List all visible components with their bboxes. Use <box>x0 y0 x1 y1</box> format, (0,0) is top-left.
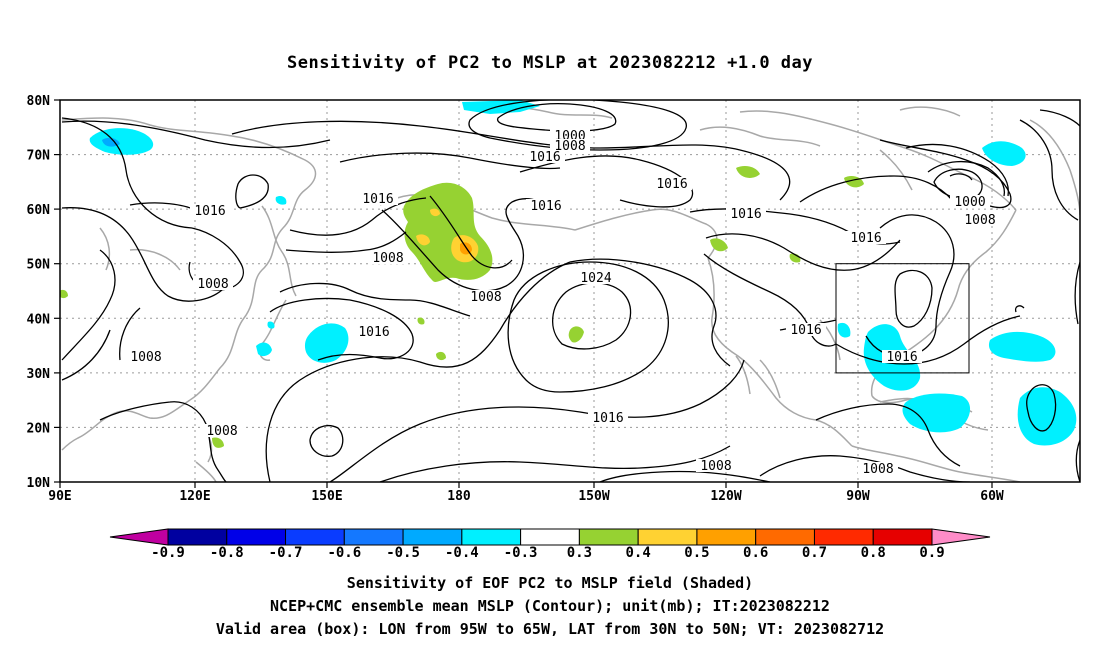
contour-label: 1016 <box>362 192 393 207</box>
colorbar-box <box>755 528 815 546</box>
contour-label: 1008 <box>964 213 995 228</box>
colorbar-box <box>343 528 404 546</box>
colorbar-box <box>402 528 463 546</box>
colorbar: -0.9 -0.8 -0.7 -0.6 -0.5 -0.4 -0.3 0.3 0.4 0.5 0.6… <box>109 528 991 561</box>
shade-pacific-negative <box>304 323 349 363</box>
lon-label: 120E <box>179 489 210 504</box>
contour-label: 1016 <box>530 199 561 214</box>
shade-siberia-negative <box>89 128 154 155</box>
lat-label: 50N <box>27 258 51 273</box>
lat-labels: 80N 70N 60N 50N 40N 30N 20N 10N <box>27 94 51 491</box>
colorbar-label: -0.3 <box>504 545 538 561</box>
shade-hudson-negative <box>982 141 1026 166</box>
contour-label: 1016 <box>358 325 389 340</box>
colorbar-box <box>578 528 639 546</box>
footer-line-3: Valid area (box): LON from 95W to 65W, L… <box>216 620 884 638</box>
lat-label: 70N <box>27 149 51 164</box>
lon-label: 150W <box>578 489 609 504</box>
colorbar-box <box>696 528 757 546</box>
colorbar-labels: -0.9 -0.8 -0.7 -0.6 -0.5 -0.4 -0.3 0.3 0.4 0.5 0.6… <box>151 545 945 561</box>
colorbar-low-extension <box>109 528 169 546</box>
contour-label: 1016 <box>194 204 225 219</box>
colorbar-label: 0.6 <box>743 545 768 561</box>
colorbar-label: -0.4 <box>445 545 479 561</box>
lon-label: 90W <box>846 489 870 504</box>
contour-label: 1016 <box>886 350 917 365</box>
contour-label: 1016 <box>790 323 821 338</box>
footer-line-2: NCEP+CMC ensemble mean MSLP (Contour); u… <box>270 597 830 615</box>
colorbar-boxes <box>167 528 933 546</box>
contour-label: 1016 <box>850 231 881 246</box>
colorbar-box <box>461 528 522 546</box>
lon-label: 120W <box>710 489 741 504</box>
colorbar-box <box>167 528 228 546</box>
mslp-contours <box>61 100 1080 482</box>
valid-area-box <box>835 263 970 374</box>
colorbar-label: 0.7 <box>802 545 827 561</box>
lon-axis <box>59 482 993 488</box>
colorbar-label: 0.5 <box>684 545 709 561</box>
contour-label: 1008 <box>197 277 228 292</box>
colorbar-label: 0.8 <box>861 545 886 561</box>
contour-label: 1000 <box>954 195 985 210</box>
contour-label: 1008 <box>470 290 501 305</box>
shade-arctic-negative <box>462 100 540 114</box>
contour-label: 1016 <box>592 411 623 426</box>
footer-line-1: Sensitivity of EOF PC2 to MSLP field (Sh… <box>347 574 753 592</box>
contour-label: 1008 <box>700 459 731 474</box>
lat-label: 60N <box>27 203 51 218</box>
colorbar-box <box>872 528 933 546</box>
contour-label: 1024 <box>580 271 611 286</box>
contour-label-group: 1000 1008 1016 1016 1016 1016 1016 1000 … <box>126 129 1000 477</box>
colorbar-label: -0.8 <box>210 545 244 561</box>
colorbar-label: -0.9 <box>151 545 185 561</box>
lat-label: 30N <box>27 367 51 382</box>
colorbar-box <box>637 528 698 546</box>
map-frame <box>59 99 1081 483</box>
contour-label: 1008 <box>130 350 161 365</box>
colorbar-box <box>520 528 580 546</box>
colorbar-box <box>226 528 287 546</box>
lon-label: 180 <box>447 489 471 504</box>
lat-label: 40N <box>27 312 51 327</box>
colorbar-label: 0.4 <box>626 545 651 561</box>
colorbar-label: 0.3 <box>567 545 592 561</box>
contour-label: 1016 <box>656 177 687 192</box>
contour-label: 1008 <box>206 424 237 439</box>
colorbar-high-extension <box>931 528 991 546</box>
contour-label: 1008 <box>862 462 893 477</box>
contour-label: 1008 <box>372 251 403 266</box>
lon-label: 90E <box>48 489 71 504</box>
lon-label: 60W <box>980 489 1004 504</box>
lat-axis <box>54 99 60 483</box>
colorbar-label: -0.7 <box>269 545 303 561</box>
contour-label: 1016 <box>529 150 560 165</box>
map-area: 1000 1008 1016 1016 1016 1016 1016 1000 … <box>60 100 1080 482</box>
lon-labels: 90E 120E 150E 180 150W 120W 90W 60W <box>48 489 1004 504</box>
map-title: Sensitivity of PC2 to MSLP at 2023082212… <box>287 53 813 73</box>
sensitivity-shading <box>60 100 1077 448</box>
colorbar-label: -0.6 <box>327 545 361 561</box>
colorbar-box <box>285 528 345 546</box>
lat-label: 80N <box>27 94 51 109</box>
colorbar-label: 0.9 <box>919 545 944 561</box>
colorbar-label: -0.5 <box>386 545 420 561</box>
colorbar-box <box>813 528 874 546</box>
lon-label: 150E <box>311 489 342 504</box>
lat-label: 10N <box>27 476 51 491</box>
contour-label: 1016 <box>730 207 761 222</box>
lat-label: 20N <box>27 421 51 436</box>
